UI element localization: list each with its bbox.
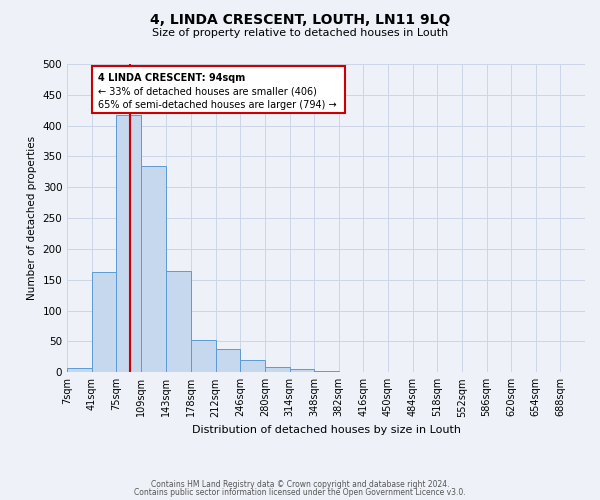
Bar: [290, 369, 314, 372]
Bar: [92, 272, 116, 372]
Bar: [141, 166, 166, 372]
Bar: [240, 360, 265, 372]
Bar: [215, 350, 240, 372]
Bar: [191, 340, 215, 372]
X-axis label: Distribution of detached houses by size in Louth: Distribution of detached houses by size …: [191, 425, 461, 435]
Text: Size of property relative to detached houses in Louth: Size of property relative to detached ho…: [152, 28, 448, 38]
Bar: [67, 368, 92, 372]
Bar: [166, 270, 191, 372]
Bar: [265, 367, 290, 372]
Text: Contains public sector information licensed under the Open Government Licence v3: Contains public sector information licen…: [134, 488, 466, 497]
Text: 65% of semi-detached houses are larger (794) →: 65% of semi-detached houses are larger (…: [98, 100, 336, 110]
Y-axis label: Number of detached properties: Number of detached properties: [27, 136, 37, 300]
FancyBboxPatch shape: [92, 66, 345, 114]
Text: 4, LINDA CRESCENT, LOUTH, LN11 9LQ: 4, LINDA CRESCENT, LOUTH, LN11 9LQ: [150, 12, 450, 26]
Bar: [314, 371, 339, 372]
Text: Contains HM Land Registry data © Crown copyright and database right 2024.: Contains HM Land Registry data © Crown c…: [151, 480, 449, 489]
Text: ← 33% of detached houses are smaller (406): ← 33% of detached houses are smaller (40…: [98, 86, 316, 96]
Bar: [116, 115, 141, 372]
Text: 4 LINDA CRESCENT: 94sqm: 4 LINDA CRESCENT: 94sqm: [98, 72, 245, 83]
